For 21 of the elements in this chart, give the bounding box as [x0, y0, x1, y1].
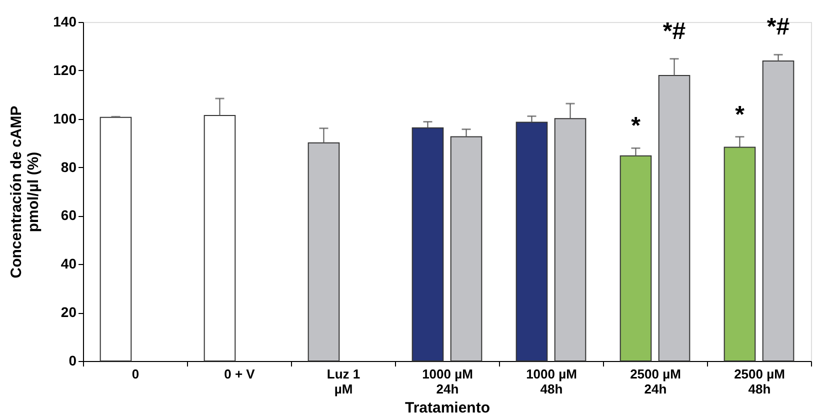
annotation: * — [735, 102, 746, 129]
x-tick-label: 1000 µM 24h — [422, 366, 473, 396]
x-axis-title: Tratamiento — [404, 400, 490, 416]
y-tick-label: 0 — [68, 352, 77, 368]
y-tick-label: 140 — [53, 14, 77, 30]
y-tick-label: 100 — [53, 110, 77, 126]
y-tick-label: 40 — [60, 256, 77, 272]
x-tick-label: 2500 µM 24h — [630, 366, 681, 396]
y-axis-title: Concentración de cAMP pmol/µl (%) — [8, 106, 42, 278]
annotation: *# — [766, 14, 790, 41]
y-tick-label: 20 — [60, 304, 77, 320]
y-tick-label: 120 — [53, 62, 77, 78]
x-tick-label: 0 + V — [224, 366, 256, 382]
x-tick-label: 1000 µM 48h — [526, 366, 577, 396]
annotation: * — [631, 112, 642, 140]
x-tick-label: Luz 1 µM — [326, 366, 360, 396]
y-tick-label: 60 — [60, 207, 77, 224]
x-tick-label: 2500 µM 48h — [734, 366, 785, 396]
x-tick-label: 0 — [132, 366, 140, 382]
y-tick-label: 80 — [60, 158, 77, 175]
annotation: *# — [662, 18, 686, 45]
